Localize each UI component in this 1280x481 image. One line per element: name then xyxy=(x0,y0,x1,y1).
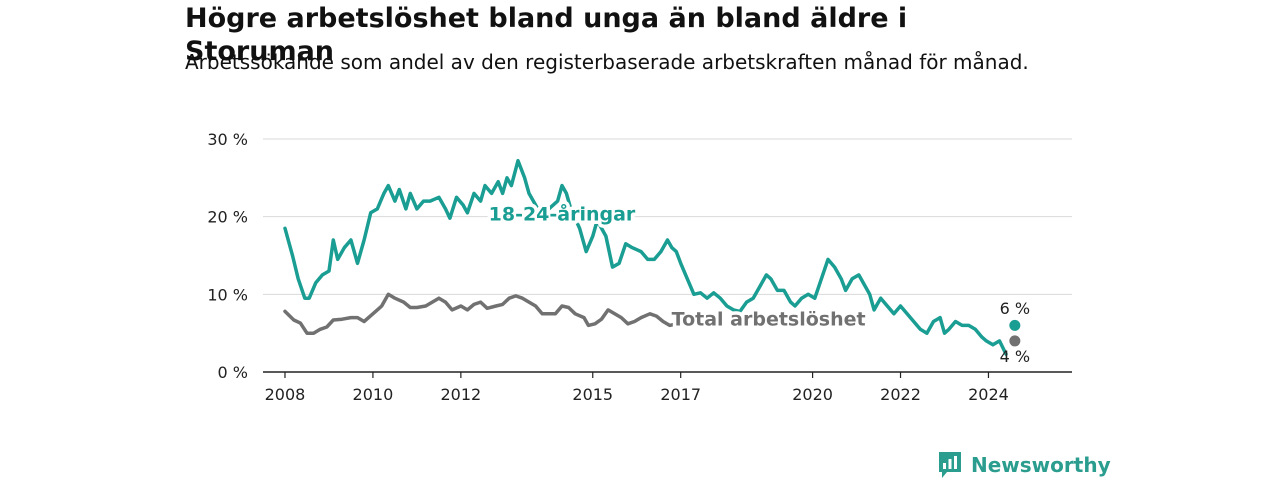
series-annotation-halo: Total arbetslöshet xyxy=(672,308,866,330)
newsworthy-brand[interactable]: Newsworthy xyxy=(937,449,1111,481)
series-line-0 xyxy=(283,158,1008,356)
x-tick-label: 2024 xyxy=(968,385,1009,404)
x-tick-label: 2015 xyxy=(572,385,613,404)
x-tick-label: 2010 xyxy=(353,385,394,404)
series-line-1 xyxy=(283,292,685,335)
chart-title: Högre arbetslöshet bland unga än bland ä… xyxy=(185,3,908,67)
youth-end-label: 6 % xyxy=(1000,299,1030,318)
chart-subtitle: Arbetssökande som andel av den registerb… xyxy=(185,50,1029,74)
x-tick-label: 2017 xyxy=(660,385,701,404)
y-tick-label: 20 % xyxy=(207,208,248,227)
brand-name: Newsworthy xyxy=(971,453,1111,477)
series-annotation: 18-24-åringar xyxy=(489,202,636,226)
x-tick-label: 2022 xyxy=(880,385,921,404)
total-end-marker xyxy=(1009,335,1021,347)
x-tick-label: 2020 xyxy=(792,385,833,404)
series-annotation: Total arbetslöshet xyxy=(672,308,866,330)
series-annotation-halo: 18-24-åringar xyxy=(489,202,636,226)
youth-end-marker xyxy=(1009,319,1021,331)
y-tick-label: 30 % xyxy=(207,130,248,149)
x-tick-label: 2008 xyxy=(265,385,306,404)
bar-chart-bubble-icon xyxy=(939,452,961,478)
total-end-label: 4 % xyxy=(1000,347,1030,366)
x-tick-label: 2012 xyxy=(440,385,481,404)
y-tick-label: 0 % xyxy=(218,363,248,382)
y-tick-label: 10 % xyxy=(207,285,248,304)
